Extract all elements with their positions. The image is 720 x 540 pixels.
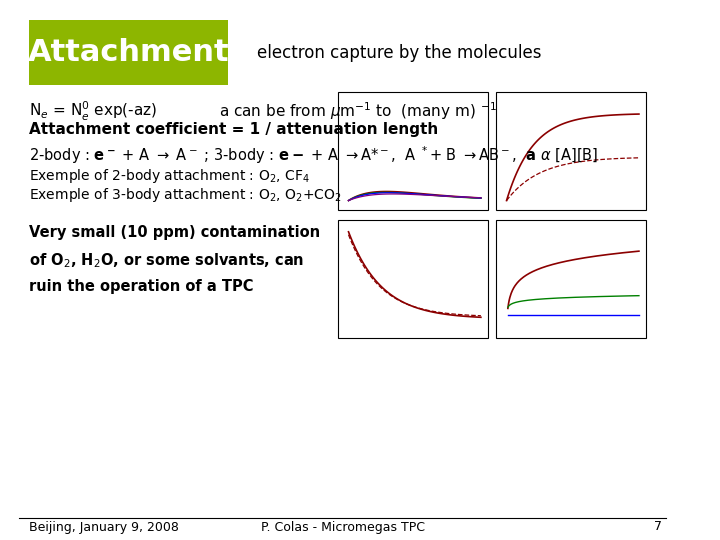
Text: 7: 7 [654,521,662,534]
Text: 2-body : $\mathbf{e^-}$ + A $\rightarrow$ A$^-$ ; 3-body : $\mathbf{e-}$ + A $\r: 2-body : $\mathbf{e^-}$ + A $\rightarrow… [29,144,598,166]
FancyBboxPatch shape [338,92,488,210]
Text: Beijing, January 9, 2008: Beijing, January 9, 2008 [29,521,179,534]
Text: Exemple of 3-body attachment : O$_2$, O$_2$+CO$_2$: Exemple of 3-body attachment : O$_2$, O$… [29,186,341,204]
FancyBboxPatch shape [496,220,647,338]
FancyBboxPatch shape [29,20,228,85]
Text: electron capture by the molecules: electron capture by the molecules [257,44,541,62]
Text: Exemple of 2-body attachment : O$_2$, CF$_4$: Exemple of 2-body attachment : O$_2$, CF… [29,167,310,185]
Text: a can be from $\mu$m$^{-1}$ to  (many m) $^{-1}$: a can be from $\mu$m$^{-1}$ to (many m) … [219,100,497,122]
FancyBboxPatch shape [496,92,647,210]
Text: Attachment coefficient = 1 / attenuation length: Attachment coefficient = 1 / attenuation… [29,122,438,137]
Text: Very small (10 ppm) contamination
of O$_2$, H$_2$O, or some solvants, can
ruin t: Very small (10 ppm) contamination of O$_… [29,225,320,294]
FancyBboxPatch shape [338,220,488,338]
Text: P. Colas - Micromegas TPC: P. Colas - Micromegas TPC [261,521,425,534]
Text: Attachment: Attachment [27,38,230,67]
Text: N$_e$ = N$_e^0$ exp(-az): N$_e$ = N$_e^0$ exp(-az) [29,100,157,123]
